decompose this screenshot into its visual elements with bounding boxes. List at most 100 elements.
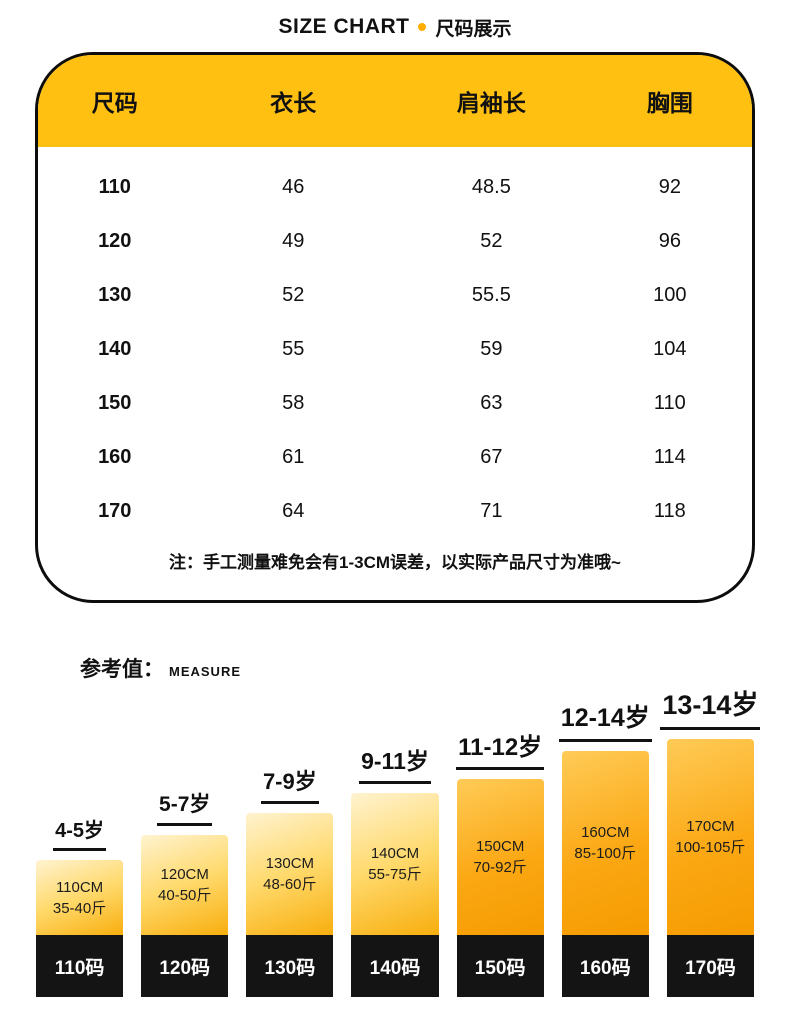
bar-size-code-label: 110码	[36, 935, 124, 997]
cell-shoulder-sleeve: 59	[480, 337, 503, 360]
cell-size: 140	[98, 337, 132, 360]
bar-size-code-label: 140码	[351, 935, 439, 997]
bar-weight-label: 70-92斤	[473, 859, 527, 876]
bar-age-label: 11-12岁	[456, 727, 545, 770]
cell-size: 130	[98, 283, 132, 306]
bar-height-label: 120CM	[160, 866, 209, 883]
bar-height-label: 130CM	[265, 855, 315, 872]
cell-length: 49	[282, 229, 305, 252]
bar-height-label: 140CM	[370, 845, 420, 862]
bar-body: 170CM 100-105斤 170码	[666, 739, 754, 997]
measure-label-english: MEASURE	[169, 664, 242, 679]
column-header-chest: 胸围	[646, 90, 693, 116]
table-note: 注：手工测量难免会有1-3CM误差，以实际产品尺寸为准哦~	[169, 553, 621, 572]
bar-age-label: 4-5岁	[53, 814, 107, 851]
cell-chest: 110	[653, 391, 686, 414]
title-dot-icon	[418, 23, 427, 31]
cell-size: 170	[98, 499, 132, 522]
measure-bar-chart: 4-5岁 110CM 35-40斤 110码 5-7岁 120CM 40-50斤…	[0, 690, 790, 997]
bar-size-code-label: 170码	[666, 935, 754, 997]
table-row: 110 46 48.5 92	[38, 160, 752, 214]
bar-height-label: 160CM	[581, 824, 630, 841]
bar-colored-segment: 160CM 85-100斤	[561, 751, 649, 935]
cell-size: 160	[98, 445, 132, 468]
cell-shoulder-sleeve: 71	[480, 499, 503, 522]
measure-bar: 7-9岁 130CM 48-60斤 130码	[246, 764, 334, 997]
bar-body: 160CM 85-100斤 160码	[561, 751, 649, 997]
measure-bar: 9-11岁 140CM 55-75斤 140码	[351, 742, 439, 997]
cell-shoulder-sleeve: 67	[480, 445, 503, 468]
bar-colored-segment: 120CM 40-50斤	[141, 835, 229, 935]
bar-weight-label: 55-75斤	[368, 866, 422, 883]
cell-length: 46	[282, 175, 305, 198]
table-body: 110 46 48.5 92 120 49 52 96 130 52 55.5 …	[38, 147, 752, 538]
measure-bar: 4-5岁 110CM 35-40斤 110码	[36, 814, 124, 997]
bar-weight-label: 48-60斤	[263, 876, 317, 893]
measure-bar: 13-14岁 170CM 100-105斤 170码	[660, 683, 761, 997]
cell-shoulder-sleeve: 63	[480, 391, 503, 414]
bar-body: 150CM 70-92斤 150码	[456, 779, 544, 997]
cell-size: 120	[98, 229, 132, 252]
bar-height-label: 150CM	[475, 838, 525, 855]
cell-length: 61	[282, 445, 305, 468]
table-row: 130 52 55.5 100	[38, 268, 752, 322]
bar-size-code-label: 150码	[456, 935, 544, 997]
table-row: 170 64 71 118	[38, 484, 752, 538]
cell-chest: 118	[653, 499, 686, 522]
bottom-note: 注：以上尺码信息仅供参考，宝妈们还是要亲测孩子身高体重挑选出合身尺码哦~	[0, 1021, 790, 1026]
bar-weight-label: 100-105斤	[675, 839, 746, 856]
cell-shoulder-sleeve: 55.5	[471, 283, 511, 306]
bar-colored-segment: 140CM 55-75斤	[351, 793, 439, 935]
bar-colored-segment: 110CM 35-40斤	[36, 860, 124, 935]
bar-height-label: 170CM	[686, 818, 735, 835]
bar-age-label: 7-9岁	[260, 764, 319, 804]
cell-shoulder-sleeve: 48.5	[471, 175, 511, 198]
bar-colored-segment: 170CM 100-105斤	[666, 739, 754, 935]
cell-length: 55	[282, 337, 305, 360]
column-header-shoulder-sleeve: 肩袖长	[456, 90, 526, 116]
size-chart-card: 尺码 衣长 肩袖长 胸围 110 46 48.5 92 120 49 52 96…	[35, 52, 755, 603]
bar-size-code-label: 130码	[246, 935, 334, 997]
title-english: SIZE CHART	[278, 15, 410, 38]
cell-chest: 104	[653, 337, 687, 360]
measure-label-chinese: 参考值：	[80, 658, 164, 681]
bar-colored-segment: 130CM 48-60斤	[246, 813, 334, 935]
table-header-row: 尺码 衣长 肩袖长 胸围	[38, 55, 752, 147]
measure-heading: 参考值： MEASURE	[80, 653, 790, 683]
bar-age-label: 9-11岁	[359, 742, 431, 784]
cell-shoulder-sleeve: 52	[480, 229, 503, 252]
measure-bar: 5-7岁 120CM 40-50斤 120码	[141, 788, 229, 997]
cell-chest: 96	[658, 229, 681, 252]
bar-body: 120CM 40-50斤 120码	[141, 835, 229, 997]
column-header-size: 尺码	[91, 90, 138, 116]
bar-body: 130CM 48-60斤 130码	[246, 813, 334, 997]
table-row: 120 49 52 96	[38, 214, 752, 268]
table-row: 140 55 59 104	[38, 322, 752, 376]
title-chinese: 尺码展示	[435, 18, 512, 40]
table-row: 150 58 63 110	[38, 376, 752, 430]
cell-length: 64	[282, 499, 305, 522]
bar-age-label: 13-14岁	[660, 683, 761, 730]
bar-weight-label: 35-40斤	[52, 899, 107, 917]
measure-bar: 11-12岁 150CM 70-92斤 150码	[456, 727, 545, 997]
bar-body: 110CM 35-40斤 110码	[36, 860, 124, 997]
cell-chest: 114	[653, 445, 686, 468]
cell-size: 150	[98, 391, 132, 414]
bar-age-label: 5-7岁	[157, 788, 213, 826]
column-header-length: 衣长	[270, 90, 317, 116]
cell-length: 52	[282, 283, 305, 306]
bar-weight-label: 40-50斤	[158, 887, 212, 904]
bar-age-label: 12-14岁	[558, 698, 652, 742]
bar-weight-label: 85-100斤	[574, 845, 637, 862]
cell-size: 110	[98, 175, 131, 198]
cell-chest: 92	[658, 175, 681, 198]
cell-length: 58	[282, 391, 305, 414]
bar-height-label: 110CM	[55, 878, 104, 896]
bar-size-code-label: 120码	[141, 935, 229, 997]
bar-size-code-label: 160码	[561, 935, 649, 997]
page-title: SIZE CHART 尺码展示	[0, 0, 790, 42]
bar-colored-segment: 150CM 70-92斤	[456, 779, 544, 935]
cell-chest: 100	[653, 283, 687, 306]
bar-body: 140CM 55-75斤 140码	[351, 793, 439, 997]
table-row: 160 61 67 114	[38, 430, 752, 484]
